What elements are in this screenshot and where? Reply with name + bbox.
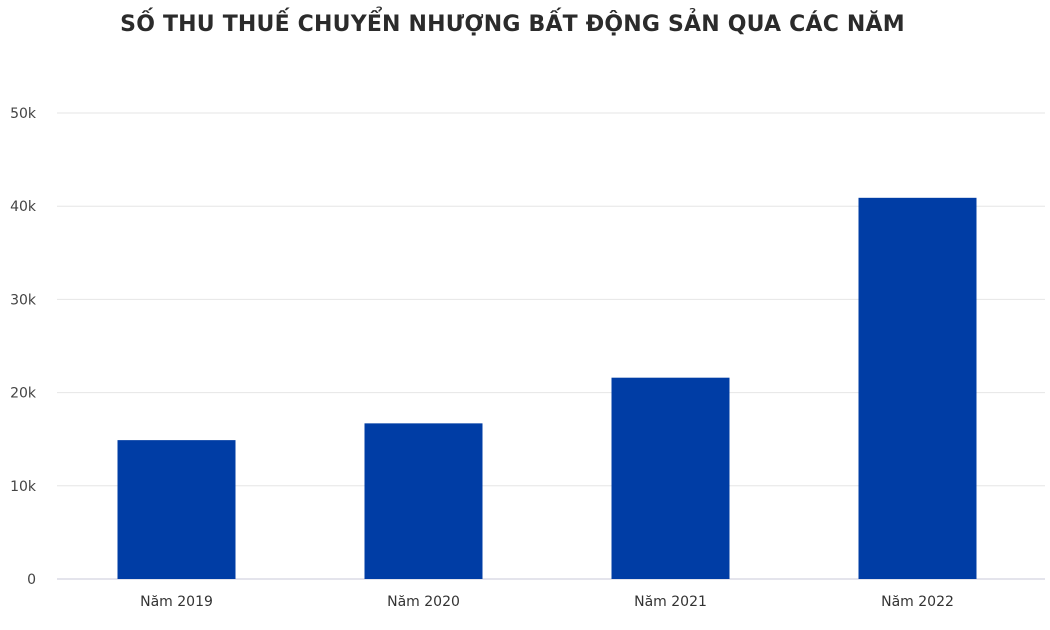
y-tick-label: 0 (27, 572, 36, 588)
x-tick-label: Năm 2022 (881, 594, 954, 610)
x-tick-label: Năm 2021 (634, 594, 707, 610)
y-tick-label: 10k (10, 479, 37, 495)
bar (364, 423, 483, 579)
bar (858, 197, 977, 579)
y-tick-label: 50k (10, 106, 37, 122)
x-tick-label: Năm 2020 (387, 594, 460, 610)
x-tick-label: Năm 2019 (140, 594, 213, 610)
chart-title: SỐ THU THUẾ CHUYỂN NHƯỢNG BẤT ĐỘNG SẢN Q… (120, 12, 905, 37)
y-tick-label: 40k (10, 199, 37, 215)
bar (611, 377, 730, 579)
bar (117, 440, 236, 579)
y-tick-label: 20k (10, 386, 37, 402)
y-tick-label: 30k (10, 292, 37, 308)
